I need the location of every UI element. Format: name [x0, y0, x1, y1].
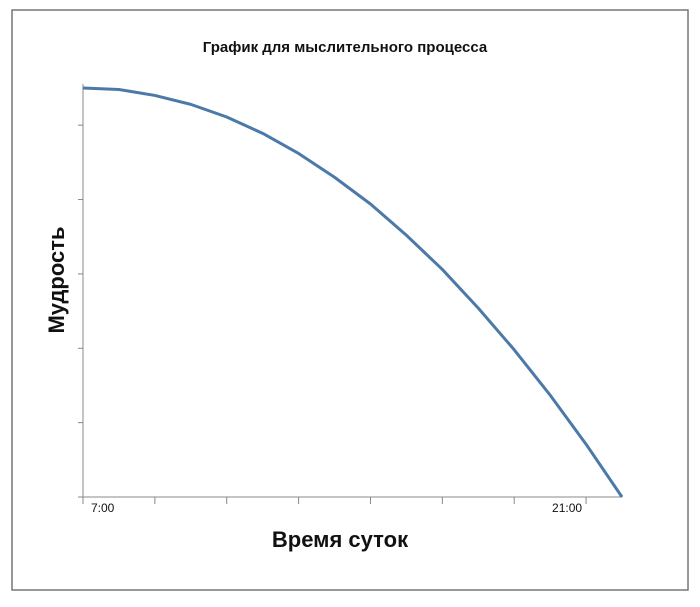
x-axis-label: Время суток: [272, 527, 409, 552]
x-tick-label: 21:00: [552, 501, 582, 515]
chart-title: График для мыслительного процесса: [203, 39, 488, 56]
frame: [11, 9, 689, 591]
y-axis-label: Мудрость: [44, 226, 69, 333]
x-tick-label: 7:00: [91, 501, 115, 515]
line: [82, 86, 624, 498]
